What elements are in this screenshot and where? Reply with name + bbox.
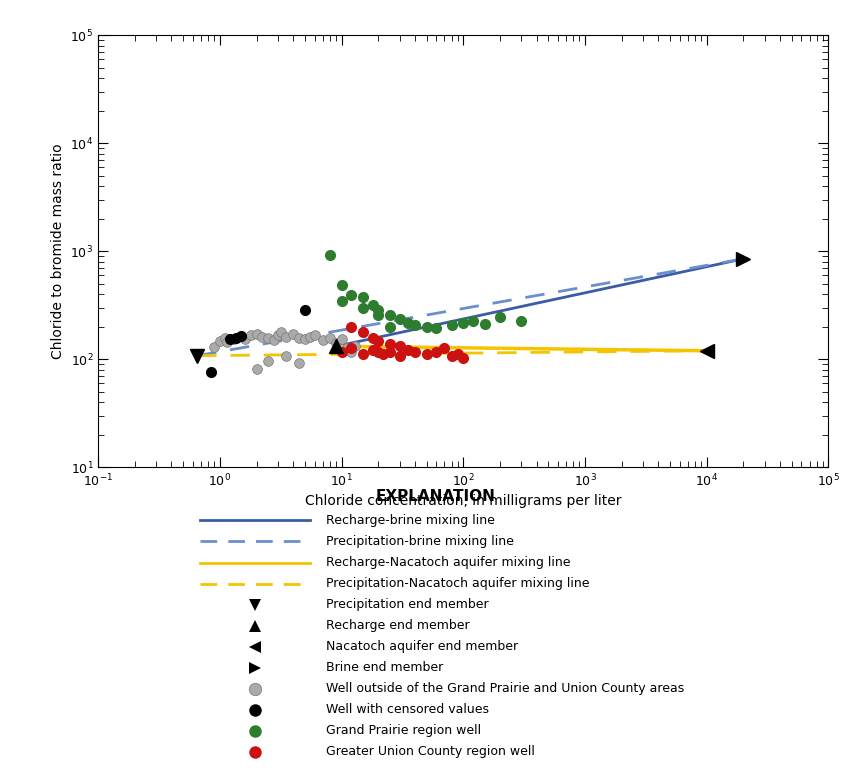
Text: Greater Union County region well: Greater Union County region well <box>325 746 534 759</box>
Text: Grand Prairie region well: Grand Prairie region well <box>325 724 480 738</box>
Text: Precipitation-brine mixing line: Precipitation-brine mixing line <box>325 535 513 548</box>
X-axis label: Chloride concentration, in milligrams per liter: Chloride concentration, in milligrams pe… <box>305 495 621 509</box>
Y-axis label: Chloride to bromide mass ratio: Chloride to bromide mass ratio <box>50 143 65 359</box>
Text: Well outside of the Grand Prairie and Union County areas: Well outside of the Grand Prairie and Un… <box>325 682 683 696</box>
Text: Well with censored values: Well with censored values <box>325 703 488 717</box>
Text: Precipitation end member: Precipitation end member <box>325 598 488 611</box>
Text: Brine end member: Brine end member <box>325 661 442 675</box>
Text: Recharge end member: Recharge end member <box>325 619 468 632</box>
Text: Nacatoch aquifer end member: Nacatoch aquifer end member <box>325 640 517 654</box>
Text: Precipitation-Nacatoch aquifer mixing line: Precipitation-Nacatoch aquifer mixing li… <box>325 577 589 590</box>
Text: Recharge-brine mixing line: Recharge-brine mixing line <box>325 514 494 527</box>
Text: Recharge-Nacatoch aquifer mixing line: Recharge-Nacatoch aquifer mixing line <box>325 556 569 569</box>
Text: EXPLANATION: EXPLANATION <box>375 488 495 504</box>
